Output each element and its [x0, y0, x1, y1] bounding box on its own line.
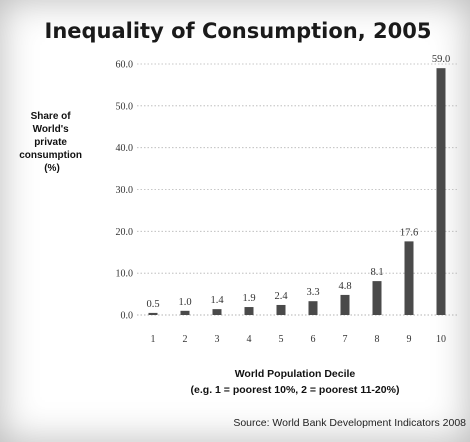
bar-decile-5: [276, 304, 286, 315]
data-label: 4.8: [338, 281, 351, 292]
x-tick-label: 9: [407, 334, 412, 345]
x-tick-label: 2: [183, 334, 188, 345]
x-axis-ticks: 1 2 3 4 5 6 7 8 9 10: [151, 334, 447, 345]
x-tick-label: 5: [279, 334, 284, 345]
x-tick-label: 3: [215, 334, 220, 345]
data-labels: 0.5 1.0 1.4 1.9 2.4 3.3 4.8 8.1 17.6 59.0: [146, 54, 450, 310]
y-axis-label-line: private: [34, 137, 67, 148]
data-label: 8.1: [370, 267, 383, 278]
bar-decile-6: [308, 301, 318, 315]
bar-decile-3: [212, 309, 222, 315]
data-label: 1.9: [242, 293, 255, 304]
x-tick-label: 4: [247, 334, 252, 345]
source-note: Source: World Bank Development Indicator…: [233, 417, 466, 429]
data-label: 1.0: [178, 297, 191, 308]
y-axis-label-line: Share of: [31, 111, 72, 122]
y-axis-label-line: consumption: [19, 150, 82, 161]
x-tick-label: 8: [375, 334, 380, 345]
bar-decile-7: [340, 294, 350, 315]
y-tick-label: 40.0: [116, 143, 134, 154]
y-tick-label: 60.0: [116, 60, 134, 71]
y-tick-label: 20.0: [116, 227, 134, 238]
data-label: 17.6: [400, 227, 418, 238]
x-tick-label: 7: [343, 334, 348, 345]
data-label: 59.0: [432, 54, 450, 65]
y-tick-label: 0.0: [121, 311, 134, 322]
bar-decile-8: [372, 281, 382, 315]
x-tick-label: 1: [151, 334, 156, 345]
y-axis-label-line: World's: [33, 124, 70, 135]
bar-decile-4: [244, 307, 254, 315]
x-axis-label-note: (e.g. 1 = poorest 10%, 2 = poorest 11-20…: [191, 384, 400, 396]
data-label: 2.4: [274, 291, 288, 302]
y-axis-label-line: (%): [44, 163, 60, 174]
data-label: 0.5: [146, 299, 159, 310]
data-label: 1.4: [210, 295, 224, 306]
grid-lines: [137, 63, 457, 274]
x-tick-label: 6: [311, 334, 316, 345]
x-tick-label: 10: [436, 334, 446, 345]
chart-title: Inequality of Consumption, 2005: [45, 19, 432, 43]
bar-decile-9: [404, 241, 414, 315]
y-tick-label: 50.0: [116, 101, 134, 112]
bars: [148, 68, 446, 315]
y-axis-ticks: 0.0 10.0 20.0 30.0 40.0 50.0 60.0: [116, 60, 134, 322]
y-tick-label: 10.0: [116, 269, 134, 280]
bar-decile-10: [436, 68, 446, 315]
x-axis-label: World Population Decile: [235, 368, 356, 380]
y-axis-label: Share of World's private consumption (%): [19, 111, 85, 174]
bar-decile-1: [148, 312, 158, 315]
bar-decile-2: [180, 310, 190, 315]
y-tick-label: 30.0: [116, 185, 134, 196]
data-label: 3.3: [306, 287, 319, 298]
